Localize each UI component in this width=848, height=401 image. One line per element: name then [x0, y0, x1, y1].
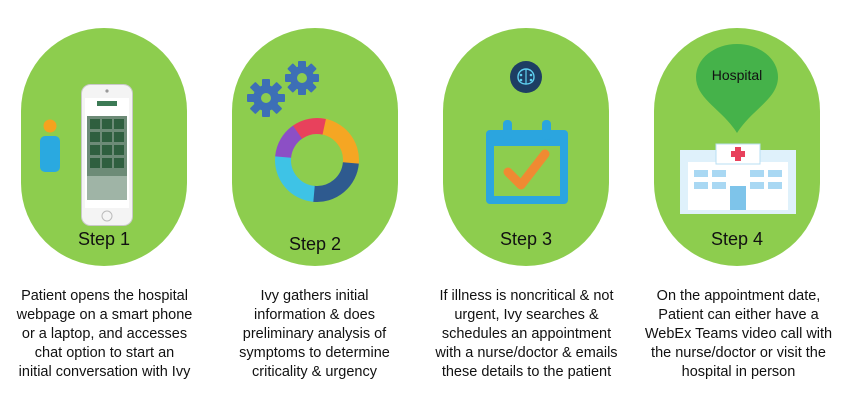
description-line: webpage on a smart phone [16, 307, 193, 323]
step-3-description: If illness is noncritical & not urgent, … [424, 287, 629, 382]
description-line: symptoms to determine [239, 345, 390, 361]
description-line: criticality & urgency [252, 364, 377, 380]
step-4-title: Step 4 [710, 229, 764, 249]
description-line: the nurse/doctor or visit the [651, 345, 826, 361]
smartphone-icon [81, 84, 133, 226]
step-4-circle: Hospital Step 4 [654, 28, 820, 266]
brain-ai-icon [510, 61, 542, 93]
gears-icon [247, 61, 319, 117]
hospital-building-icon [680, 143, 796, 214]
description-line: Patient can either have a [658, 307, 819, 323]
calendar-check-icon [486, 120, 568, 204]
person-icon [40, 119, 60, 172]
description-line: chat option to start an [34, 345, 175, 361]
description-line: or a laptop, and accesses [21, 326, 188, 342]
step-2-title: Step 2 [288, 234, 342, 254]
step-2-circle: Step 2 [232, 28, 398, 266]
description-line: preliminary analysis of [242, 326, 387, 342]
description-line: If illness is noncritical & not [439, 288, 614, 304]
hospital-pin-label: Hospital [711, 67, 763, 83]
description-line: urgent, Ivy searches & [454, 307, 599, 323]
webex-logo-icon [274, 118, 359, 202]
description-line: with a nurse/doctor & emails [435, 345, 618, 361]
step-1-description: Patient opens the hospital webpage on a … [2, 287, 207, 382]
description-line: schedules an appointment [441, 326, 612, 342]
description-line: On the appointment date, [656, 288, 821, 304]
step-3-title: Step 3 [499, 229, 553, 249]
map-pin-icon [696, 44, 778, 133]
description-line: Patient opens the hospital [21, 288, 188, 304]
step-3-circle: Step 3 [443, 28, 609, 266]
step-2-description: Ivy gathers initial information & does p… [212, 287, 417, 382]
description-line: Ivy gathers initial [260, 288, 369, 304]
step-4-description: On the appointment date, Patient can eit… [636, 287, 841, 382]
description-line: WebEx Teams video call with [644, 326, 833, 342]
description-line: these details to the patient [441, 364, 612, 380]
description-line: initial conversation with Ivy [18, 364, 191, 380]
step-1-title: Step 1 [77, 229, 131, 249]
step-1-circle: Step 1 [21, 28, 187, 266]
description-line: information & does [254, 307, 375, 323]
description-line: hospital in person [681, 364, 796, 380]
